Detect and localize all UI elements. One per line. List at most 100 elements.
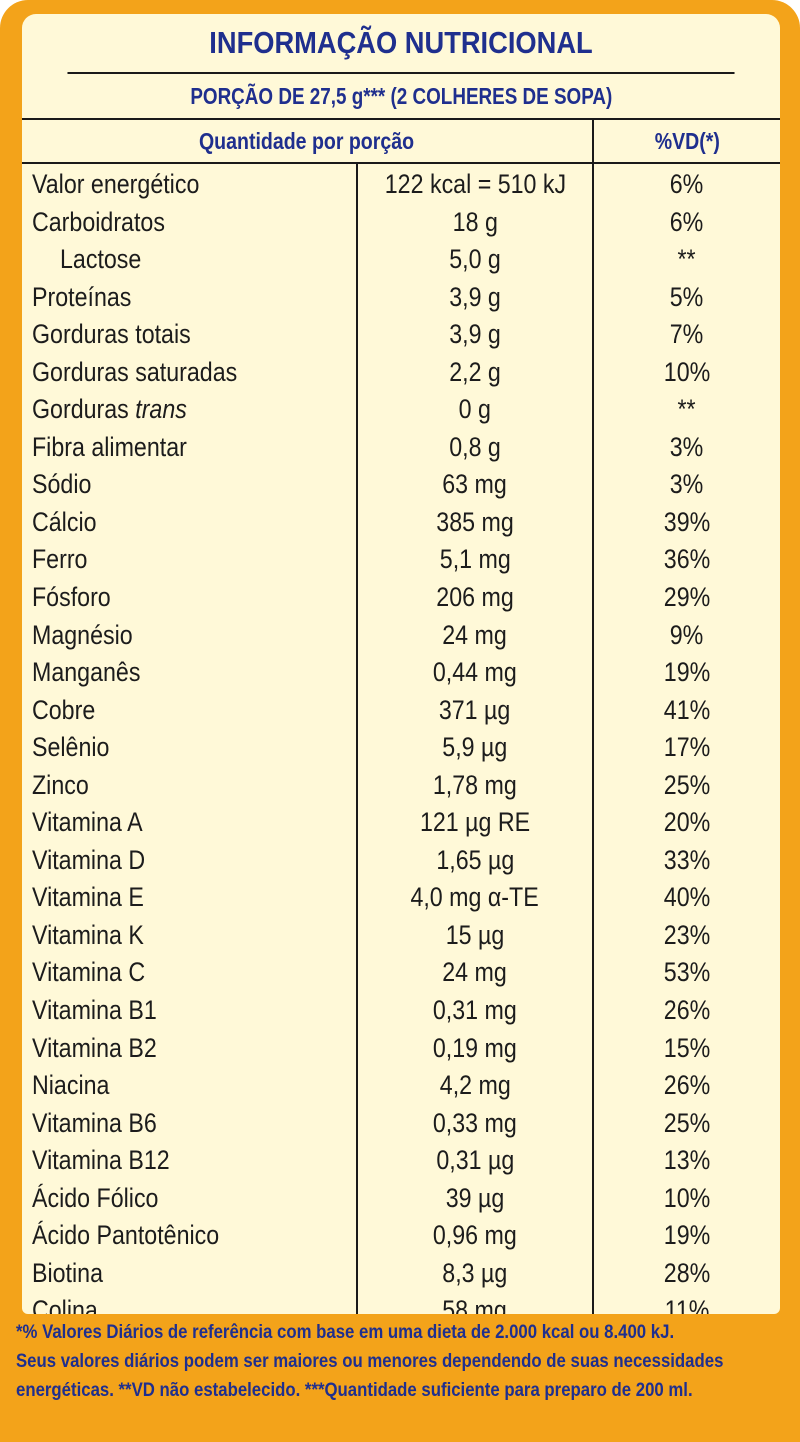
- nutrient-name: Vitamina K: [22, 914, 358, 953]
- nutrient-name: Lactose: [22, 239, 358, 277]
- nutrient-quantity-text: 121 µg RE: [419, 807, 531, 838]
- nutrient-name: Magnésio: [22, 614, 358, 653]
- portion-size-text: PORÇÃO DE 27,5 g*** (2 COLHERES DE SOPA): [190, 83, 612, 109]
- nutrient-name: Ácido Pantotênico: [22, 1215, 358, 1253]
- nutrient-name-text: Vitamina B1: [32, 990, 157, 1028]
- nutrient-name: Proteínas: [22, 276, 358, 315]
- nutrient-name-main: Fibra alimentar: [32, 431, 187, 462]
- table-row: Vitamina B2 0,19 mg 15%: [22, 1027, 780, 1066]
- nutrient-name-main: Biotina: [32, 1257, 104, 1288]
- nutrient-name: Colina: [22, 1290, 358, 1314]
- nutrient-name: Ferro: [22, 539, 358, 578]
- table-row: Ferro 5,1 mg 36%: [22, 539, 780, 578]
- nutrient-name-text: Carboidratos: [32, 202, 165, 240]
- nutrient-name-text: Vitamina B12: [32, 1140, 170, 1178]
- nutrient-quantity-text: 8,3 µg: [442, 1257, 508, 1288]
- nutrient-name-text: Vitamina B6: [32, 1103, 157, 1141]
- footnote-line-1: *% Valores Diários de referência com bas…: [16, 1321, 675, 1343]
- nutrient-daily-value: 23%: [594, 915, 780, 953]
- nutrient-daily-value: 5%: [594, 277, 780, 315]
- nutrient-name: Gorduras totais: [22, 314, 358, 352]
- nutrient-name-main: Ferro: [32, 544, 88, 575]
- nutrient-name-text: Vitamina A: [32, 802, 143, 840]
- nutrient-quantity: 0,19 mg: [358, 1027, 594, 1066]
- nutrient-quantity-text: 2,2 g: [449, 356, 501, 387]
- nutrient-name-main: Gorduras totais: [32, 319, 191, 350]
- nutrient-name-main: Proteínas: [32, 281, 132, 312]
- nutrient-daily-value: 28%: [594, 1253, 780, 1291]
- nutrient-name: Vitamina D: [22, 839, 358, 878]
- nutrient-daily-value-text: 26%: [663, 1070, 711, 1101]
- nutrient-quantity-text: 1,65 µg: [436, 844, 514, 875]
- nutrient-daily-value-text: 36%: [663, 544, 711, 575]
- nutrient-name-main: Selênio: [32, 732, 110, 763]
- nutrient-daily-value: **: [594, 389, 780, 427]
- nutrient-name-text: Gorduras saturadas: [32, 352, 237, 390]
- nutrient-quantity-text: 39 µg: [445, 1182, 505, 1213]
- nutrient-quantity: 24 mg: [358, 952, 594, 991]
- nutrient-name-text: Fibra alimentar: [32, 427, 187, 465]
- nutrient-name: Zinco: [22, 764, 358, 803]
- nutrient-name-main: Vitamina C: [32, 957, 146, 988]
- table-row: Colina 58 mg 11%: [22, 1290, 780, 1314]
- nutrient-name: Vitamina B1: [22, 990, 358, 1028]
- nutrient-daily-value: 40%: [594, 877, 780, 915]
- nutrient-name-text: Vitamina D: [32, 840, 145, 878]
- nutrient-quantity-text: 3,9 g: [449, 319, 501, 350]
- nutrient-quantity: 63 mg: [358, 464, 594, 502]
- nutrient-name-main: Vitamina K: [32, 919, 144, 950]
- table-row: Proteínas 3,9 g 5%: [22, 276, 780, 315]
- table-row: Gorduras trans 0 g **: [22, 389, 780, 427]
- nutrient-name: Vitamina E: [22, 877, 358, 915]
- nutrient-daily-value-text: 25%: [663, 769, 711, 800]
- nutrient-daily-value: 6%: [594, 202, 780, 240]
- nutrient-quantity: 5,9 µg: [358, 727, 594, 765]
- nutrient-name-text: Colina: [32, 1290, 98, 1314]
- nutrient-quantity: 58 mg: [358, 1290, 594, 1314]
- table-row: Vitamina D 1,65 µg 33%: [22, 839, 780, 878]
- nutrient-quantity: 0,44 mg: [358, 652, 594, 690]
- nutrient-name: Vitamina B6: [22, 1102, 358, 1141]
- nutrient-quantity-text: 0,31 mg: [433, 995, 517, 1026]
- nutrient-name: Fósforo: [22, 577, 358, 615]
- nutrient-daily-value-text: 33%: [663, 844, 711, 875]
- nutrient-name-text: Niacina: [32, 1065, 109, 1103]
- nutrient-name-main: Fósforo: [32, 582, 111, 613]
- header-quantity-text: Quantidade por porção: [199, 128, 415, 154]
- nutrient-quantity-text: 63 mg: [442, 469, 508, 500]
- table-row: Selênio 5,9 µg 17%: [22, 727, 780, 765]
- nutrition-facts-panel: INFORMAÇÃO NUTRICIONAL PORÇÃO DE 27,5 g*…: [22, 14, 780, 1314]
- nutrient-daily-value: 26%: [594, 1065, 780, 1103]
- nutrient-daily-value: 9%: [594, 615, 780, 653]
- nutrient-quantity-text: 122 kcal = 510 kJ: [384, 169, 566, 199]
- nutrient-name-text: Manganês: [32, 652, 140, 690]
- table-row: Vitamina B1 0,31 mg 26%: [22, 990, 780, 1028]
- nutrient-quantity-text: 5,1 mg: [439, 544, 511, 575]
- nutrient-daily-value-text: 53%: [663, 957, 711, 988]
- nutrient-name-text: Vitamina K: [32, 915, 144, 953]
- nutrient-name-main: Vitamina B6: [32, 1107, 157, 1138]
- nutrient-daily-value: 33%: [594, 840, 780, 878]
- table-row: Sódio 63 mg 3%: [22, 464, 780, 502]
- nutrient-daily-value-text: 7%: [670, 319, 704, 350]
- nutrient-daily-value: 7%: [594, 314, 780, 352]
- nutrient-quantity-text: 206 mg: [436, 582, 514, 613]
- nutrient-name-main: Colina: [32, 1295, 98, 1314]
- table-row: Vitamina B12 0,31 µg 13%: [22, 1140, 780, 1178]
- nutrient-name-main: Lactose: [60, 244, 142, 275]
- nutrient-quantity-text: 5,9 µg: [442, 732, 508, 763]
- table-row: Fósforo 206 mg 29%: [22, 577, 780, 615]
- nutrient-name-text: Cálcio: [32, 502, 97, 540]
- nutrient-name-main: Ácido Pantotênico: [32, 1220, 220, 1251]
- nutrient-name-text: Magnésio: [32, 615, 133, 653]
- nutrient-daily-value-text: 20%: [663, 807, 711, 838]
- nutrient-daily-value: 10%: [594, 352, 780, 390]
- nutrient-quantity: 371 µg: [358, 689, 594, 728]
- nutrient-quantity-text: 18 g: [452, 206, 498, 237]
- nutrient-daily-value-text: **: [677, 394, 697, 425]
- nutrient-name-text: Vitamina E: [32, 877, 144, 915]
- table-row: Ácido Fólico 39 µg 10%: [22, 1177, 780, 1216]
- nutrient-quantity: 5,0 g: [358, 239, 594, 277]
- nutrient-daily-value: **: [594, 239, 780, 277]
- nutrient-name-main: Magnésio: [32, 619, 133, 650]
